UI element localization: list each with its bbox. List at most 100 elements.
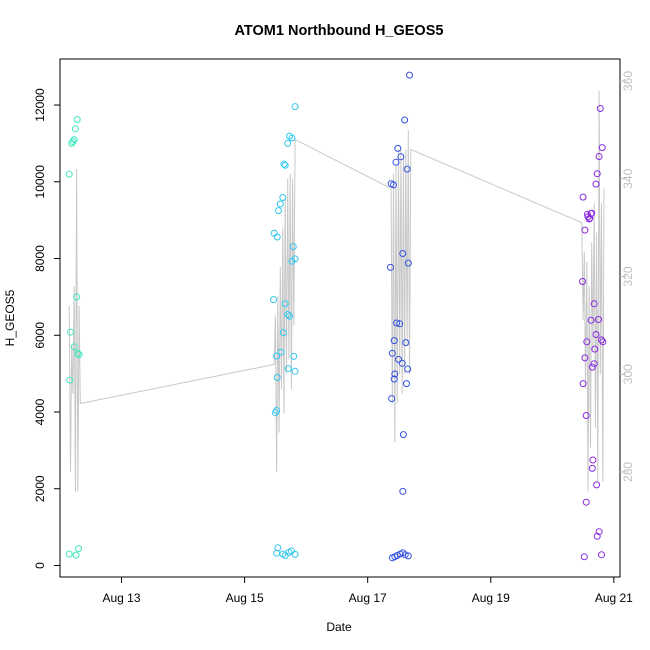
data-point-series-2 (290, 352, 298, 360)
data-point-series-3 (397, 153, 405, 161)
data-point-series-2 (279, 194, 287, 201)
x-tick-label: Aug 17 (349, 591, 387, 605)
y-axis-label: H_GEOS5 (3, 289, 17, 346)
data-point-series-4 (591, 345, 599, 353)
secondary-trace-line (68, 90, 605, 492)
data-point-series-2 (270, 296, 277, 304)
data-point-series-4 (579, 193, 587, 201)
data-point-series-3 (404, 259, 412, 267)
data-point-series-4 (579, 380, 587, 388)
y-tick-label: 0 (33, 562, 47, 569)
data-point-series-1 (69, 138, 77, 145)
data-point-series-2 (273, 407, 281, 414)
data-point-series-4 (599, 338, 607, 346)
data-point-series-4 (598, 551, 605, 559)
data-point-series-2 (276, 200, 284, 208)
data-point-series-3 (403, 380, 410, 388)
data-point-series-3 (392, 158, 400, 166)
data-point-series-4 (590, 360, 598, 368)
data-point-series-3 (404, 552, 412, 560)
data-point-series-4 (579, 278, 586, 285)
data-point-series-2 (287, 547, 295, 555)
data-point-series-4 (590, 300, 598, 308)
data-point-series-2 (280, 160, 288, 168)
data-point-series-1 (73, 293, 81, 301)
data-point-series-2 (289, 243, 297, 251)
data-point-series-3 (399, 431, 407, 439)
right-y-tick-label: 360 (621, 71, 635, 91)
data-point-series-1 (70, 343, 78, 351)
data-point-series-2 (281, 300, 289, 308)
data-point-series-4 (592, 180, 600, 188)
x-tick-label: Aug 21 (595, 591, 633, 605)
data-point-series-4 (582, 498, 590, 506)
data-point-series-4 (592, 331, 600, 338)
data-point-series-3 (394, 144, 402, 152)
plot-area: 0 2000 4000 6000 8000 10000 12000 Aug 13 Aug 15 A… (33, 58, 635, 605)
data-point-series-4 (588, 363, 596, 371)
data-point-series-4 (595, 316, 602, 323)
data-point-series-3 (388, 395, 396, 403)
data-point-series-1 (75, 351, 83, 358)
data-point-series-4 (581, 354, 589, 362)
right-y-tick-label: 300 (621, 364, 635, 384)
data-point-series-2 (273, 352, 281, 360)
y-tick-label: 2000 (33, 475, 47, 502)
y-tick-label: 6000 (33, 322, 47, 349)
data-point-series-2 (284, 365, 292, 373)
data-point-series-4 (581, 226, 589, 234)
right-y-tick-label: 340 (621, 168, 635, 188)
data-point-series-4 (596, 105, 604, 112)
data-point-series-2 (274, 544, 282, 552)
data-point-series-4 (585, 215, 593, 223)
data-point-series-3 (401, 116, 409, 124)
data-point-series-3 (399, 487, 407, 495)
data-point-series-4 (583, 338, 591, 346)
data-point-series-1 (72, 551, 80, 559)
data-point-series-1 (71, 125, 79, 133)
data-point-series-4 (582, 412, 590, 419)
data-point-series-4 (593, 481, 601, 489)
data-point-series-3 (395, 355, 402, 363)
y-tick-label: 10000 (33, 165, 47, 199)
data-point-series-4 (595, 528, 603, 536)
data-point-series-4 (588, 209, 596, 217)
data-point-series-4 (580, 553, 588, 561)
data-point-series-1 (74, 349, 82, 357)
data-point-series-3 (390, 337, 398, 345)
data-point-series-3 (393, 319, 401, 327)
plot-frame (59, 58, 621, 578)
data-point-series-2 (277, 348, 285, 356)
x-tick-label: Aug 19 (472, 591, 510, 605)
data-point-series-3 (403, 165, 411, 173)
data-point-series-2 (291, 103, 299, 111)
x-tick-label: Aug 13 (103, 591, 141, 605)
data-point-series-3 (402, 339, 410, 347)
data-point-series-4 (587, 316, 595, 324)
y-tick-label: 8000 (33, 245, 47, 272)
data-point-series-2 (286, 312, 293, 320)
data-point-series-2 (291, 367, 299, 375)
data-point-series-1 (70, 136, 78, 144)
data-point-series-4 (593, 532, 601, 540)
chart-title: ATOM1 Northbound H_GEOS5 (235, 23, 444, 39)
data-point-series-3 (390, 375, 398, 383)
data-point-series-4 (598, 144, 606, 152)
data-point-series-1 (75, 545, 82, 553)
data-point-series-1 (73, 116, 81, 124)
data-point-series-2 (291, 550, 299, 558)
data-point-series-3 (391, 370, 399, 378)
data-point-series-2 (279, 329, 287, 337)
x-tick-label: Aug 15 (226, 591, 264, 605)
data-point-series-3 (387, 263, 394, 271)
data-point-series-3 (399, 250, 407, 257)
data-point-series-1 (67, 328, 74, 336)
x-axis-label: Date (326, 620, 352, 634)
data-point-series-2 (273, 233, 281, 241)
data-point-series-3 (390, 181, 397, 189)
data-point-series-2 (273, 374, 281, 381)
data-point-series-3 (406, 71, 413, 79)
data-point-series-4 (595, 153, 603, 160)
data-point-series-2 (284, 311, 292, 318)
